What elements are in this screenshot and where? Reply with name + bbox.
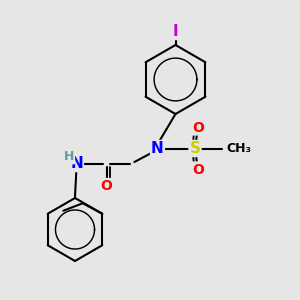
Text: O: O [192, 121, 204, 134]
Text: I: I [173, 24, 178, 39]
Text: N: N [70, 156, 83, 171]
Text: N: N [151, 141, 164, 156]
Text: S: S [190, 141, 200, 156]
Text: CH₃: CH₃ [226, 142, 251, 155]
Text: H: H [64, 150, 74, 164]
Text: O: O [192, 163, 204, 176]
Text: O: O [100, 179, 112, 193]
